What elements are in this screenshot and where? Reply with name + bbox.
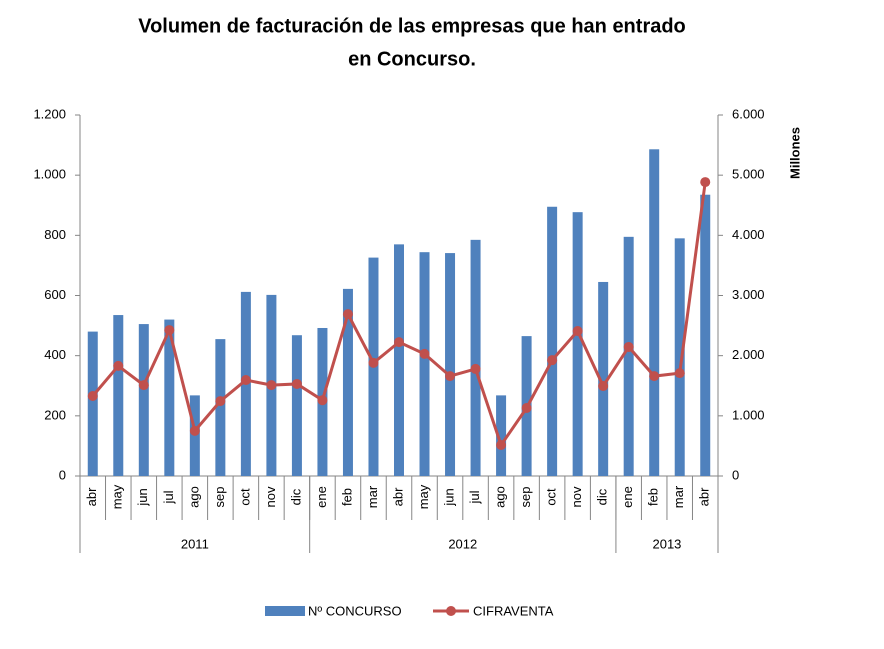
line-point xyxy=(113,360,124,371)
x-tick-label: nov xyxy=(569,486,584,507)
bar xyxy=(649,149,660,477)
line-point xyxy=(368,357,379,368)
x-tick-label: may xyxy=(416,484,431,509)
bar xyxy=(572,212,583,476)
line-point xyxy=(700,177,711,188)
x-tick-label: jun xyxy=(135,488,150,506)
y-tick-label: 0 xyxy=(59,467,66,482)
y2-tick-label: 4.000 xyxy=(732,227,765,242)
line-point xyxy=(240,375,251,386)
y2-tick-label: 3.000 xyxy=(732,287,765,302)
y-tick-label: 200 xyxy=(44,407,66,422)
group-label: 2011 xyxy=(181,536,209,551)
y-tick-label: 600 xyxy=(44,287,66,302)
y-tick-label: 800 xyxy=(44,227,66,242)
bar xyxy=(164,319,175,476)
x-tick-label: jul xyxy=(161,490,176,504)
x-tick-label: oct xyxy=(237,488,252,506)
line-point xyxy=(164,325,175,336)
y2-axis-title: Millones xyxy=(787,127,802,179)
x-tick-label: may xyxy=(110,484,125,509)
bar xyxy=(394,244,404,476)
x-tick-label: mar xyxy=(365,485,380,508)
line-point xyxy=(445,371,456,382)
line-point xyxy=(215,396,226,407)
x-tick-label: ene xyxy=(620,486,635,508)
line-point xyxy=(547,355,558,366)
bar xyxy=(623,236,634,476)
bar xyxy=(598,281,609,476)
x-tick-label: jun xyxy=(441,488,456,506)
line-point xyxy=(674,368,685,379)
legend-label: CIFRAVENTA xyxy=(473,603,554,618)
bar xyxy=(113,315,124,476)
x-tick-label: ago xyxy=(186,486,201,508)
line-point xyxy=(394,337,404,348)
y-tick-label: 1.000 xyxy=(33,167,66,182)
x-tick-label: abr xyxy=(84,487,99,506)
line-point xyxy=(419,348,430,359)
line-point xyxy=(317,395,328,406)
bar xyxy=(342,288,353,476)
line-point xyxy=(521,403,532,414)
chart-subtitle: en Concurso. xyxy=(348,48,476,70)
group-label: 2013 xyxy=(652,536,681,551)
bar xyxy=(674,238,685,476)
y2-tick-label: 2.000 xyxy=(732,347,765,362)
line-point xyxy=(87,390,98,401)
x-tick-label: abr xyxy=(697,487,712,506)
line-point xyxy=(598,381,609,392)
bar xyxy=(87,331,98,476)
x-tick-label: mar xyxy=(671,485,686,508)
bar xyxy=(445,253,456,476)
x-tick-label: sep xyxy=(212,487,227,508)
group-label: 2012 xyxy=(448,536,477,551)
bar xyxy=(419,252,430,476)
x-tick-label: nov xyxy=(263,486,278,507)
bar xyxy=(496,395,507,476)
bar xyxy=(700,194,711,477)
bar xyxy=(138,324,149,476)
x-tick-label: oct xyxy=(544,488,559,506)
line-point xyxy=(266,380,277,391)
line-point xyxy=(623,341,634,352)
bar xyxy=(470,239,481,476)
line-point xyxy=(470,363,481,374)
legend-swatch xyxy=(446,606,456,616)
line-point xyxy=(496,440,507,451)
line-point xyxy=(189,425,200,436)
x-tick-label: sep xyxy=(518,487,533,508)
chart-title: Volumen de facturación de las empresas q… xyxy=(138,15,686,37)
line-point xyxy=(138,380,149,391)
x-tick-label: jul xyxy=(467,490,482,504)
legend-swatch xyxy=(265,606,305,616)
bar xyxy=(291,335,302,476)
y-tick-label: 400 xyxy=(44,347,66,362)
y2-tick-label: 6.000 xyxy=(732,106,765,121)
y-tick-label: 1.200 xyxy=(33,106,66,121)
bar xyxy=(215,339,226,476)
x-tick-label: ene xyxy=(314,486,329,508)
x-tick-label: feb xyxy=(339,488,354,506)
y2-tick-label: 5.000 xyxy=(732,167,765,182)
x-tick-label: dic xyxy=(595,488,610,505)
y2-tick-label: 1.000 xyxy=(732,407,765,422)
x-tick-label: dic xyxy=(288,488,303,505)
line-point xyxy=(342,309,353,320)
x-tick-label: ago xyxy=(493,486,508,508)
x-tick-label: feb xyxy=(646,488,661,506)
line-point xyxy=(649,371,660,382)
bar xyxy=(547,206,558,477)
y2-tick-label: 0 xyxy=(732,467,739,482)
line-point xyxy=(572,325,583,336)
x-tick-label: abr xyxy=(390,487,405,506)
legend-label: Nº CONCURSO xyxy=(308,603,402,618)
line-point xyxy=(291,378,302,389)
